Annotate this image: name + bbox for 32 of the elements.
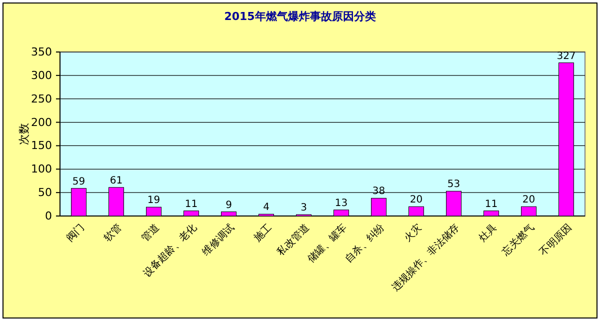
y-tick-label: 250 — [31, 92, 52, 106]
data-label: 11 — [484, 198, 498, 210]
x-tick-label: 管道 — [139, 221, 162, 244]
data-label: 13 — [334, 198, 348, 209]
data-label: 53 — [447, 179, 460, 190]
y-tick-label: 200 — [31, 116, 52, 129]
x-tick-label: 火灾 — [402, 221, 424, 244]
x-tick-label: 阀门 — [64, 221, 87, 244]
y-tick-label: 300 — [31, 68, 52, 82]
data-label: 4 — [263, 202, 270, 214]
y-tick-label: 0 — [45, 210, 52, 222]
x-tick-label: 灶具 — [476, 221, 500, 244]
data-label: 19 — [147, 195, 160, 206]
x-tick-label: 施工 — [252, 221, 274, 244]
y-tick-label: 50 — [38, 186, 52, 200]
x-tick-label: 忘关燃气 — [500, 221, 537, 258]
x-tick-label: 维修调试 — [200, 221, 237, 258]
x-tick-label: 不明原因 — [538, 222, 574, 258]
data-label: 11 — [184, 198, 198, 210]
data-label: 3 — [300, 202, 307, 214]
x-tick-label: 软管 — [102, 221, 124, 244]
data-label: 61 — [110, 175, 123, 186]
y-tick-label: 150 — [31, 139, 52, 152]
data-label: 327 — [556, 50, 576, 62]
data-label: 20 — [522, 194, 536, 206]
y-tick-label: 100 — [31, 162, 52, 176]
data-label: 20 — [410, 194, 423, 206]
chart-title: 2015年燃气爆炸事故原因分类 — [224, 10, 376, 23]
y-tick-label: 350 — [31, 46, 52, 58]
data-label: 9 — [226, 200, 232, 211]
y-axis-title: 次数 — [18, 123, 30, 145]
data-label: 59 — [72, 176, 86, 188]
